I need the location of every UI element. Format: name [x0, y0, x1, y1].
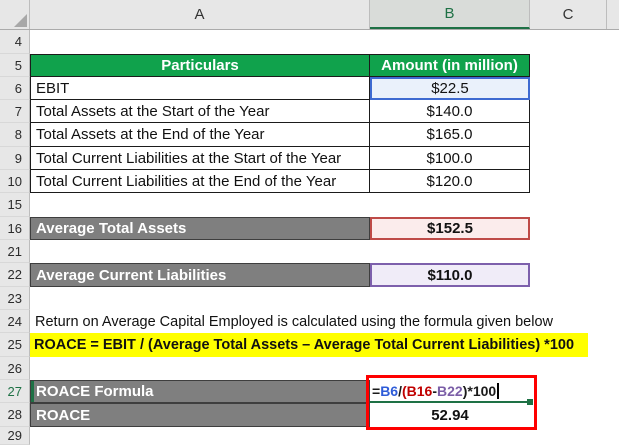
cell-b16-red-range[interactable]: $152.5 [370, 217, 530, 240]
formula-part: - [432, 382, 438, 399]
col-header-partial [607, 0, 619, 29]
row-header-4[interactable]: 4 [0, 30, 30, 54]
row-4: 4 [0, 30, 619, 54]
row-header-16[interactable]: 16 [0, 217, 30, 240]
cell-b5-amount-header[interactable]: Amount (in million) [370, 54, 530, 77]
row-10: 10 Total Current Liabilities at the End … [0, 170, 619, 193]
row-15: 15 [0, 193, 619, 217]
formula-part: = [372, 382, 381, 399]
formula-ref-b6: B6 [380, 382, 399, 399]
cell-a10[interactable]: Total Current Liabilities at the End of … [30, 170, 370, 193]
row-9: 9 Total Current Liabilities at the Start… [0, 147, 619, 170]
select-all-corner[interactable] [0, 0, 30, 29]
cell-a15[interactable] [30, 193, 370, 217]
col-header-b[interactable]: B [370, 0, 530, 29]
row-7: 7 Total Assets at the Start of the Year … [0, 100, 619, 123]
cell-b22-purple-range[interactable]: $110.0 [370, 263, 530, 287]
cell-a29[interactable] [30, 427, 370, 445]
row-header-8[interactable]: 8 [0, 123, 30, 147]
row-header-26[interactable]: 26 [0, 357, 30, 380]
cell-b6-selected[interactable]: $22.5 [370, 77, 530, 100]
cell-b9[interactable]: $100.0 [370, 147, 530, 170]
row-26: 26 [0, 357, 619, 380]
formula-part: )*100 [462, 382, 497, 399]
cell-a24-note[interactable]: Return on Average Capital Employed is ca… [35, 313, 554, 330]
select-all-triangle-icon [14, 14, 27, 27]
row-header-29[interactable]: 29 [0, 427, 30, 445]
row-header-21[interactable]: 21 [0, 240, 30, 263]
cell-a7[interactable]: Total Assets at the Start of the Year [30, 100, 370, 123]
row-header-28[interactable]: 28 [0, 403, 30, 427]
formula-part: / [398, 382, 402, 399]
cell-a4[interactable] [30, 30, 370, 54]
row-header-15[interactable]: 15 [0, 193, 30, 217]
cell-b7[interactable]: $140.0 [370, 100, 530, 123]
row-6: 6 EBIT $22.5 [0, 77, 619, 100]
row-header-5[interactable]: 5 [0, 54, 30, 77]
row-header-23[interactable]: 23 [0, 287, 30, 310]
cell-b8[interactable]: $165.0 [370, 123, 530, 147]
row-29: 29 [0, 427, 619, 445]
col-header-c[interactable]: C [530, 0, 607, 29]
col-header-a[interactable]: A [30, 0, 370, 29]
cell-a23[interactable] [30, 287, 370, 310]
row-28: 28 ROACE 52.94 [0, 403, 619, 427]
row-27: 27 ROACE Formula = B6 / ( B16 - B22 )*10… [0, 380, 619, 405]
cell-a28[interactable]: ROACE [30, 403, 370, 427]
cell-a25-roace-definition[interactable]: ROACE = EBIT / (Average Total Assets – A… [30, 333, 588, 357]
row-header-9[interactable]: 9 [0, 147, 30, 170]
row-16: 16 Average Total Assets $152.5 [0, 217, 619, 240]
cell-a5-particulars-header[interactable]: Particulars [30, 54, 370, 77]
row-24: 24 Return on Average Capital Employed is… [0, 310, 619, 333]
row-21: 21 [0, 240, 619, 263]
cell-b27-formula-input[interactable]: = B6 / ( B16 - B22 )*100 [370, 380, 533, 405]
row-header-25[interactable]: 25 [0, 333, 30, 357]
formula-ref-b16: B16 [406, 382, 433, 399]
cell-a16[interactable]: Average Total Assets [30, 217, 370, 240]
fill-handle[interactable] [527, 399, 533, 405]
cell-a9[interactable]: Total Current Liabilities at the Start o… [30, 147, 370, 170]
cell-b10[interactable]: $120.0 [370, 170, 530, 193]
row-5: 5 Particulars Amount (in million) [0, 54, 619, 77]
row-22: 22 Average Current Liabilities $110.0 [0, 263, 619, 287]
formula-ref-b22: B22 [437, 382, 463, 399]
cell-a21[interactable] [30, 240, 370, 263]
cell-b28-roace-result[interactable]: 52.94 [370, 403, 530, 427]
row-header-7[interactable]: 7 [0, 100, 30, 123]
cell-a6[interactable]: EBIT [30, 77, 370, 100]
row-header-27[interactable]: 27 [0, 380, 30, 403]
row-header-22[interactable]: 22 [0, 263, 30, 287]
cell-a26[interactable] [30, 357, 370, 380]
formula-part: ( [401, 382, 407, 399]
text-cursor [497, 382, 500, 399]
cell-a22[interactable]: Average Current Liabilities [30, 263, 370, 287]
cell-a27[interactable]: ROACE Formula [30, 380, 370, 403]
column-header-row: A B C [0, 0, 619, 30]
row-23: 23 [0, 287, 619, 310]
row-header-24[interactable]: 24 [0, 310, 30, 333]
row-25: 25 ROACE = EBIT / (Average Total Assets … [0, 333, 619, 357]
cell-a8[interactable]: Total Assets at the End of the Year [30, 123, 370, 147]
row-header-10[interactable]: 10 [0, 170, 30, 193]
row-8: 8 Total Assets at the End of the Year $1… [0, 123, 619, 147]
row-header-6[interactable]: 6 [0, 77, 30, 100]
